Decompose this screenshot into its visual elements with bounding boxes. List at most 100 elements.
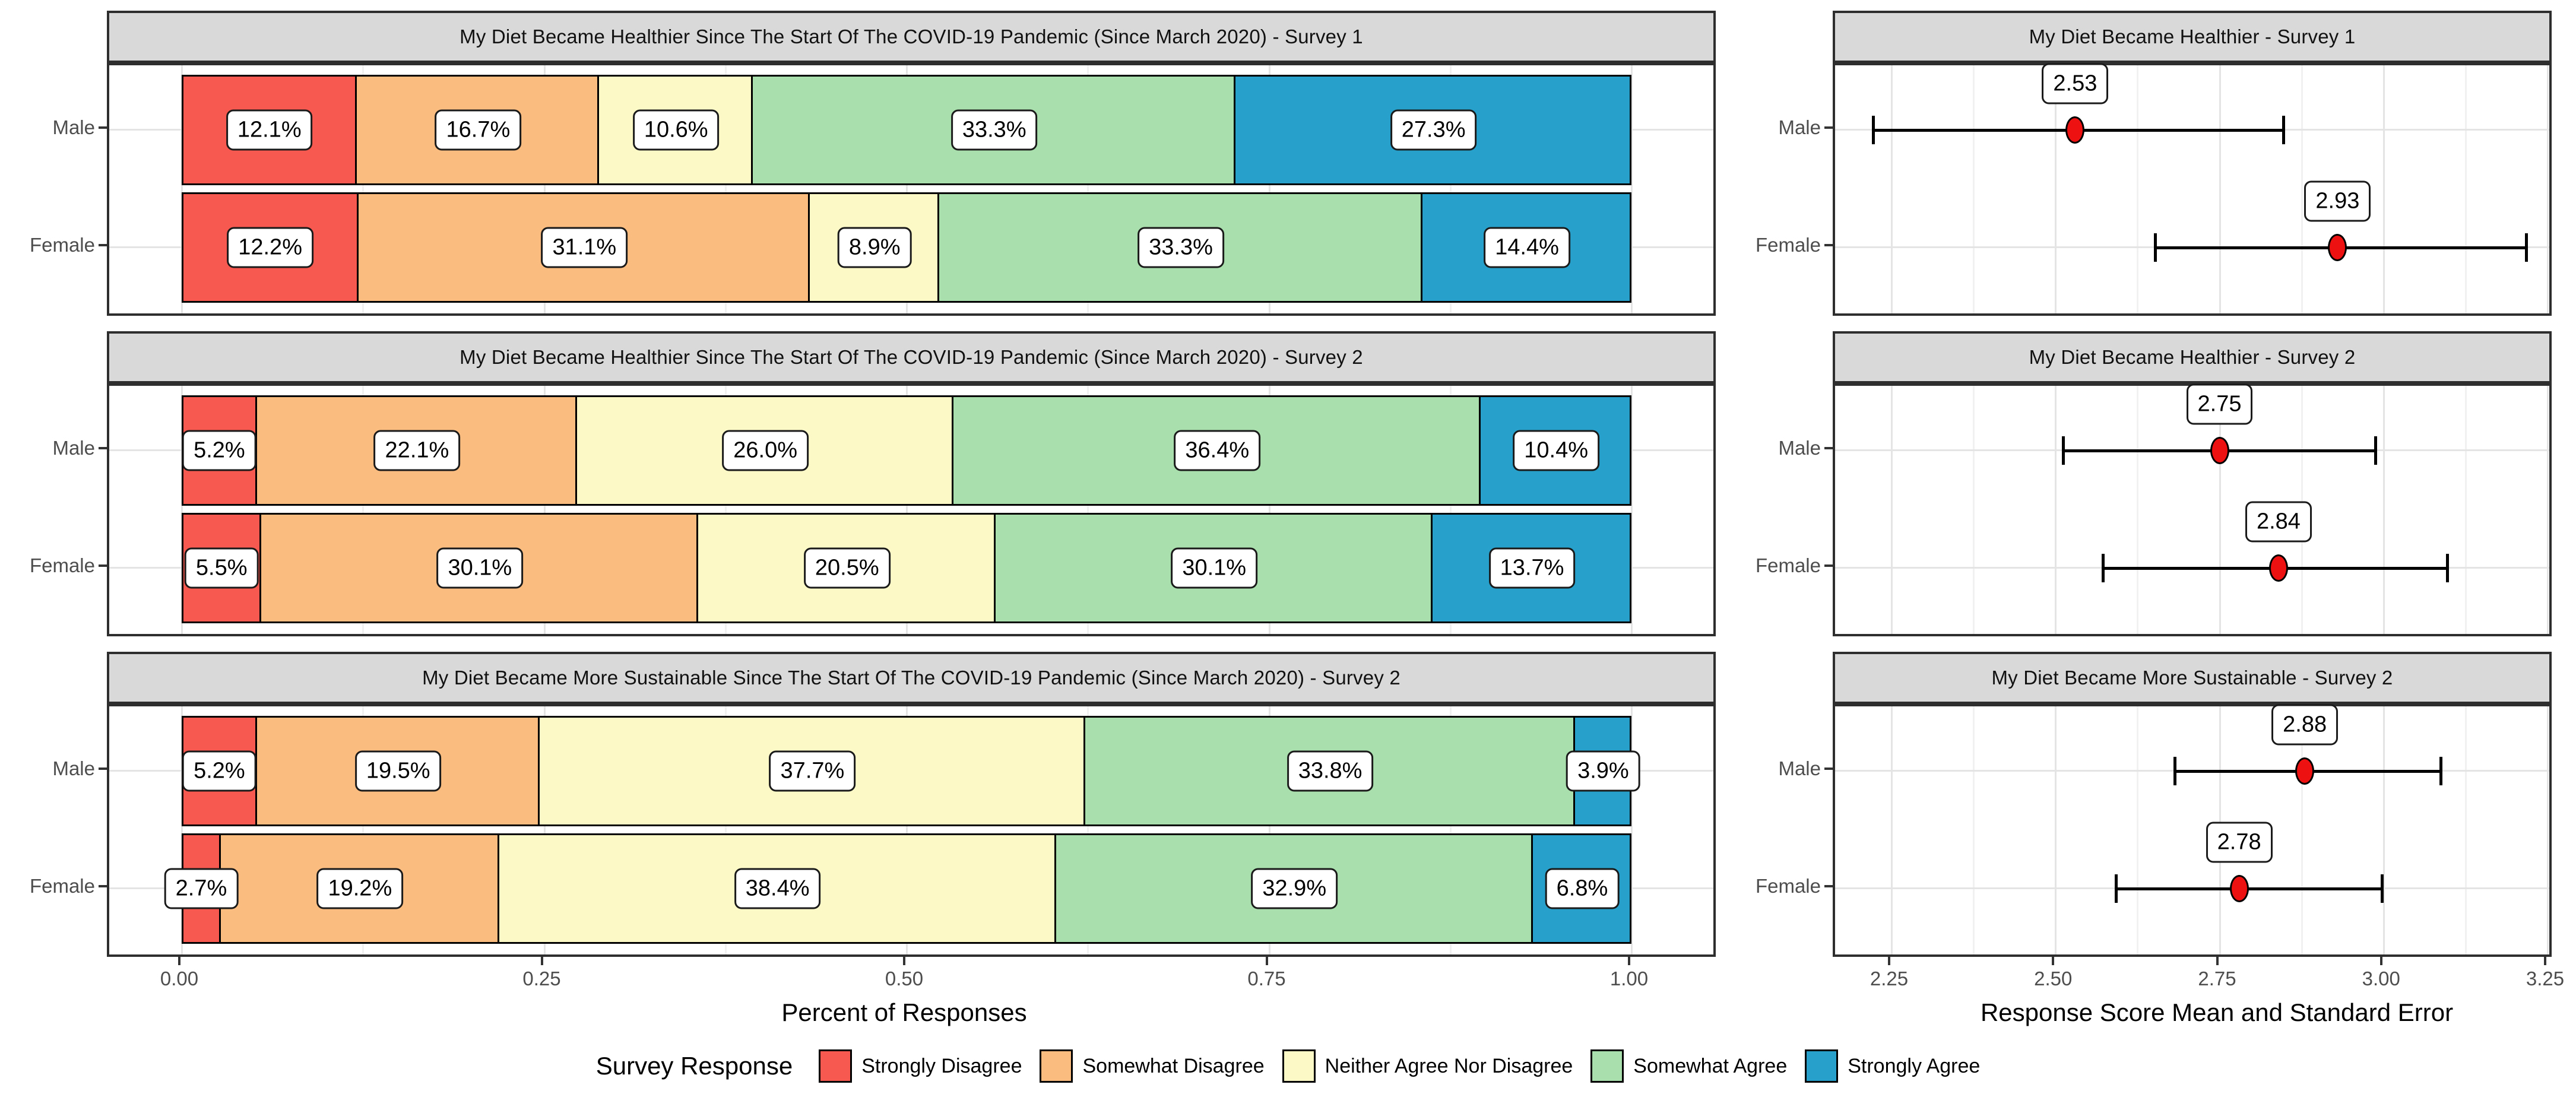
- major-gridline: [906, 706, 908, 954]
- legend-label: Neither Agree Nor Disagree: [1325, 1054, 1573, 1077]
- x-axis-tick-label: 2.25: [1870, 968, 1909, 990]
- y-axis-label-female: Female: [29, 234, 95, 256]
- x-axis-tick-label: 3.25: [2526, 968, 2565, 990]
- y-axis-tick: [1824, 244, 1833, 246]
- major-gridline: [2547, 386, 2549, 634]
- x-axis-tick: [1265, 957, 1268, 965]
- major-gridline: [1631, 706, 1633, 954]
- right-panel-strip-2: My Diet Became Healthier - Survey 2: [1833, 331, 2552, 383]
- y-axis-label-male: Male: [1778, 757, 1821, 779]
- error-bar-cap-low: [2173, 757, 2177, 785]
- major-gridline: [2055, 706, 2057, 954]
- y-axis-tick: [99, 126, 107, 129]
- right-panel-strip-3: My Diet Became More Sustainable - Survey…: [1833, 652, 2552, 704]
- minor-gridline: [1087, 386, 1089, 634]
- legend-swatch: [1282, 1049, 1316, 1083]
- x-axis-tick: [178, 957, 180, 965]
- x-axis-tick: [2052, 957, 2055, 965]
- percent-label: 6.8%: [1545, 868, 1620, 909]
- major-gridline: [1268, 65, 1270, 313]
- right-panel-2: 2.75 2.84: [1833, 383, 2552, 636]
- mean-value-label: 2.53: [2042, 63, 2109, 104]
- y-axis-tick: [99, 564, 107, 567]
- major-gridline: [543, 65, 546, 313]
- left-panel-3: 5.2% 19.5% 37.7% 33.8% 3.9% 2.7% 19.2% 38.4% 32.…: [107, 704, 1716, 957]
- major-gridline: [181, 386, 183, 634]
- minor-gridline: [1087, 706, 1089, 954]
- major-gridline: [181, 706, 183, 954]
- x-axis-tick: [2544, 957, 2546, 965]
- legend-item-somewhat-disagree: Somewhat Disagree: [1040, 1049, 1265, 1083]
- percent-label: 16.7%: [435, 109, 522, 151]
- percent-label: 26.0%: [722, 430, 809, 471]
- legend-title: Survey Response: [595, 1052, 793, 1080]
- error-bar-cap-high: [2524, 233, 2528, 262]
- legend-item-neither-agree-nor-disagree: Neither Agree Nor Disagree: [1282, 1049, 1573, 1083]
- percent-label: 32.9%: [1251, 868, 1338, 909]
- legend-swatch: [819, 1049, 853, 1083]
- major-gridline: [2547, 65, 2549, 313]
- percent-label: 12.1%: [226, 109, 313, 151]
- left-panel-strip-1-title: My Diet Became Healthier Since The Start…: [460, 26, 1363, 47]
- percent-label: 19.5%: [354, 750, 442, 792]
- legend: Survey Response Strongly Disagree Somewha…: [0, 1049, 2576, 1083]
- x-axis-tick-label: 0.25: [522, 968, 561, 990]
- mean-value-label: 2.78: [2206, 822, 2273, 863]
- y-axis-tick: [99, 447, 107, 449]
- mean-point: [2328, 234, 2347, 261]
- error-bar-cap-low: [2154, 233, 2157, 262]
- percent-label: 12.2%: [227, 227, 313, 268]
- x-axis-tick-label: 2.50: [2034, 968, 2073, 990]
- left-panel-strip-3-title: My Diet Became More Sustainable Since Th…: [422, 667, 1401, 689]
- percent-label: 33.3%: [1138, 227, 1224, 268]
- major-gridline: [1268, 386, 1270, 634]
- y-axis-tick: [1824, 447, 1833, 449]
- major-gridline: [906, 65, 908, 313]
- percent-label: 14.4%: [1484, 227, 1570, 268]
- legend-label: Strongly Agree: [1848, 1054, 1981, 1077]
- minor-gridline: [1087, 65, 1089, 313]
- bar-segment-somewhat-agree: [1056, 833, 1533, 944]
- right-panel-strip-1-title: My Diet Became Healthier - Survey 1: [2029, 26, 2356, 47]
- percent-label: 5.2%: [182, 750, 256, 792]
- minor-gridline: [362, 65, 365, 313]
- legend-label: Somewhat Agree: [1633, 1054, 1788, 1077]
- y-axis-label-male: Male: [52, 757, 95, 779]
- major-gridline: [2382, 65, 2385, 313]
- x-axis-tick-label: 1.00: [1609, 968, 1649, 990]
- error-bar-cap-low: [2062, 436, 2065, 465]
- minor-gridline: [2301, 706, 2303, 954]
- x-axis-tick-label: 2.75: [2198, 968, 2236, 990]
- minor-gridline: [2464, 65, 2467, 313]
- minor-gridline: [1973, 706, 1975, 954]
- major-gridline: [1631, 65, 1633, 313]
- major-gridline: [2382, 706, 2385, 954]
- error-bar-cap-high: [2380, 874, 2384, 903]
- major-gridline: [1891, 65, 1893, 313]
- percent-label: 8.9%: [837, 227, 912, 268]
- right-panel-3: 2.88 2.78: [1833, 704, 2552, 957]
- legend-swatch: [1590, 1049, 1624, 1083]
- minor-gridline: [1973, 386, 1975, 634]
- bar-segment-somewhat-disagree: [359, 192, 810, 303]
- legend-swatch: [1805, 1049, 1839, 1083]
- percent-label: 5.5%: [184, 547, 259, 589]
- y-axis-label-male: Male: [52, 116, 95, 138]
- minor-gridline: [2137, 706, 2139, 954]
- major-gridline: [543, 706, 546, 954]
- y-axis-label-female: Female: [29, 554, 95, 576]
- error-bar-line: [2114, 887, 2384, 890]
- y-axis-tick: [1824, 768, 1833, 770]
- y-axis-tick: [1824, 885, 1833, 887]
- mean-value-label: 2.75: [2186, 383, 2253, 425]
- mean-point: [2229, 875, 2249, 902]
- major-gridline: [2219, 386, 2221, 634]
- right-panel-strip-2-title: My Diet Became Healthier - Survey 2: [2029, 346, 2356, 368]
- major-gridline: [543, 386, 546, 634]
- error-bar-cap-low: [2101, 554, 2105, 582]
- y-axis-tick: [99, 885, 107, 887]
- right-panel-strip-3-title: My Diet Became More Sustainable - Survey…: [1991, 667, 2393, 689]
- minor-gridline: [2137, 386, 2139, 634]
- y-axis-label-male: Male: [1778, 116, 1821, 138]
